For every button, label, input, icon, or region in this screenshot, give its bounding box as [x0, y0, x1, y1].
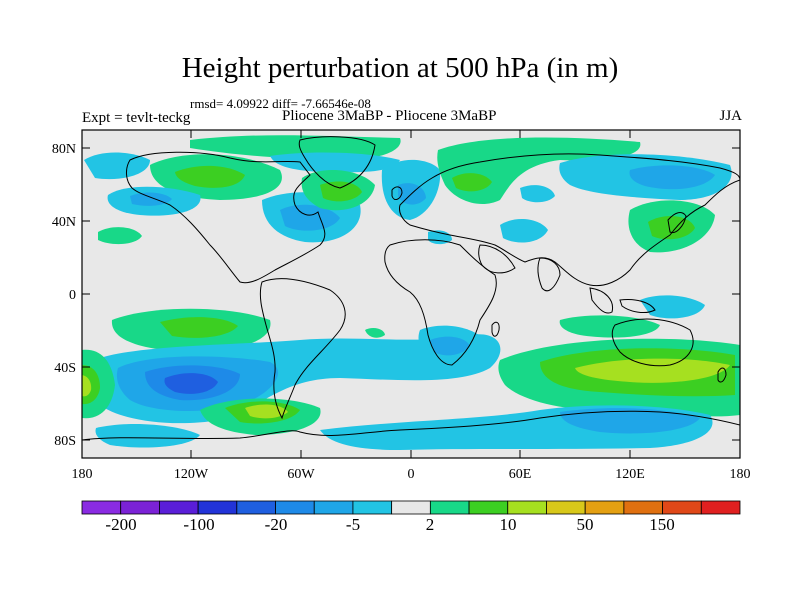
colorbar-swatch: [391, 500, 431, 515]
coastline-africa: [384, 239, 497, 366]
colorbar: [81, 500, 741, 515]
contour-edge-positive-peak: [82, 375, 92, 397]
contour-antarctic-negative-core: [560, 408, 700, 434]
contour-antarctic-negative-west: [95, 424, 200, 448]
lon-label: 120E: [615, 467, 645, 482]
colorbar-swatch: [468, 500, 509, 515]
colorbar-swatch: [352, 500, 393, 515]
coastline-antarctica: [82, 410, 740, 441]
colorbar-label: 50: [577, 515, 594, 534]
coastline-greenland: [298, 136, 376, 189]
coastline-japan: [667, 212, 687, 234]
colorbar-swatch: [120, 500, 160, 515]
colorbar-label: 2: [426, 515, 435, 534]
axis-ticks: [82, 130, 740, 458]
colorbar-swatch: [584, 500, 625, 515]
experiment-label: Expt = tevlt-teckg: [82, 110, 191, 126]
lon-label: 180: [730, 467, 751, 482]
colorbar-label: -5: [346, 515, 360, 534]
contour-eastasia-positive-core: [648, 216, 695, 240]
contour-fields: [82, 135, 740, 450]
colorbar-swatch: [662, 500, 702, 515]
contour-nw-negative: [84, 152, 150, 180]
coastlines: [82, 136, 740, 441]
lat-label: 80N: [52, 142, 76, 157]
contour-small-positive: [365, 327, 385, 338]
contour-pacific-negative-core: [130, 192, 172, 206]
colorbar-swatch: [275, 500, 315, 515]
coastline-eurasia: [399, 153, 740, 287]
coastline-madagascar: [491, 321, 500, 337]
colorbar-swatch: [159, 500, 199, 515]
contour-atlantic-positive-core: [320, 181, 362, 202]
coastline-south-america: [259, 278, 346, 420]
colorbar-label: -100: [183, 515, 214, 534]
lat-label: 0: [69, 288, 76, 303]
season-label: JJA: [719, 108, 742, 124]
colorbar-swatch: [546, 500, 586, 515]
colorbar-swatch: [313, 500, 354, 515]
colorbar-swatch: [700, 500, 741, 515]
contour-southern-ocean-positive-peak: [575, 358, 730, 383]
contour-namerica-negative-core: [280, 204, 340, 231]
coastline-india: [537, 257, 561, 292]
colorbar-label: 150: [649, 515, 675, 534]
lon-label: 60E: [509, 467, 532, 482]
contour-australia-negative: [640, 295, 705, 319]
coastline-southeast-asia: [589, 287, 656, 314]
lon-label: 180: [72, 467, 93, 482]
contour-eurasia-positive-core: [452, 173, 492, 192]
coastline-new-zealand: [717, 367, 727, 383]
colorbar-label: -20: [265, 515, 288, 534]
stats-label: rmsd= 4.09922 diff= -7.66546e-08: [190, 96, 371, 111]
contour-npacific-strong: [175, 165, 245, 188]
lon-label: 0: [408, 467, 415, 482]
colorbar-swatch: [236, 500, 276, 515]
colorbar-swatch: [197, 500, 238, 515]
lat-label: 40S: [54, 361, 76, 376]
lon-label: 120W: [174, 467, 209, 482]
contour-spacific-positive-core: [160, 317, 238, 338]
coastline-arabia: [478, 244, 516, 274]
contour-asia-negative-core: [629, 165, 715, 190]
contour-mideast-negative: [500, 218, 548, 243]
colorbar-swatch: [507, 500, 547, 515]
latitude-labels: 80N 40N 0 40S 80S: [52, 142, 76, 449]
colorbar-label: -200: [105, 515, 136, 534]
lon-label: 60W: [287, 467, 315, 482]
contour-arctic-negative: [270, 152, 400, 173]
contour-central-asia-negative: [520, 185, 555, 203]
plot-title: Height perturbation at 500 hPa (in m): [181, 52, 619, 84]
contour-africa-negative-core: [430, 336, 470, 356]
colorbar-labels: -200 -100 -20 -5 2 10 50 150: [105, 515, 674, 534]
lat-label: 40N: [52, 215, 76, 230]
contour-southern-negative-core: [164, 373, 218, 394]
contour-west-pacific-positive: [98, 227, 142, 245]
colorbar-swatch: [429, 500, 470, 515]
contour-indian-positive: [559, 315, 660, 338]
colorbar-label: 10: [500, 515, 517, 534]
coastline-uk: [391, 186, 403, 201]
lat-label: 80S: [54, 434, 76, 449]
coastline-north-america: [126, 151, 326, 284]
colorbar-swatch: [81, 500, 122, 515]
longitude-labels: 180 120W 60W 0 60E 120E 180: [72, 467, 751, 482]
comparison-label: Pliocene 3MaBP - Pliocene 3MaBP: [282, 108, 497, 124]
coastline-australia: [611, 318, 694, 367]
colorbar-swatch: [623, 500, 663, 515]
